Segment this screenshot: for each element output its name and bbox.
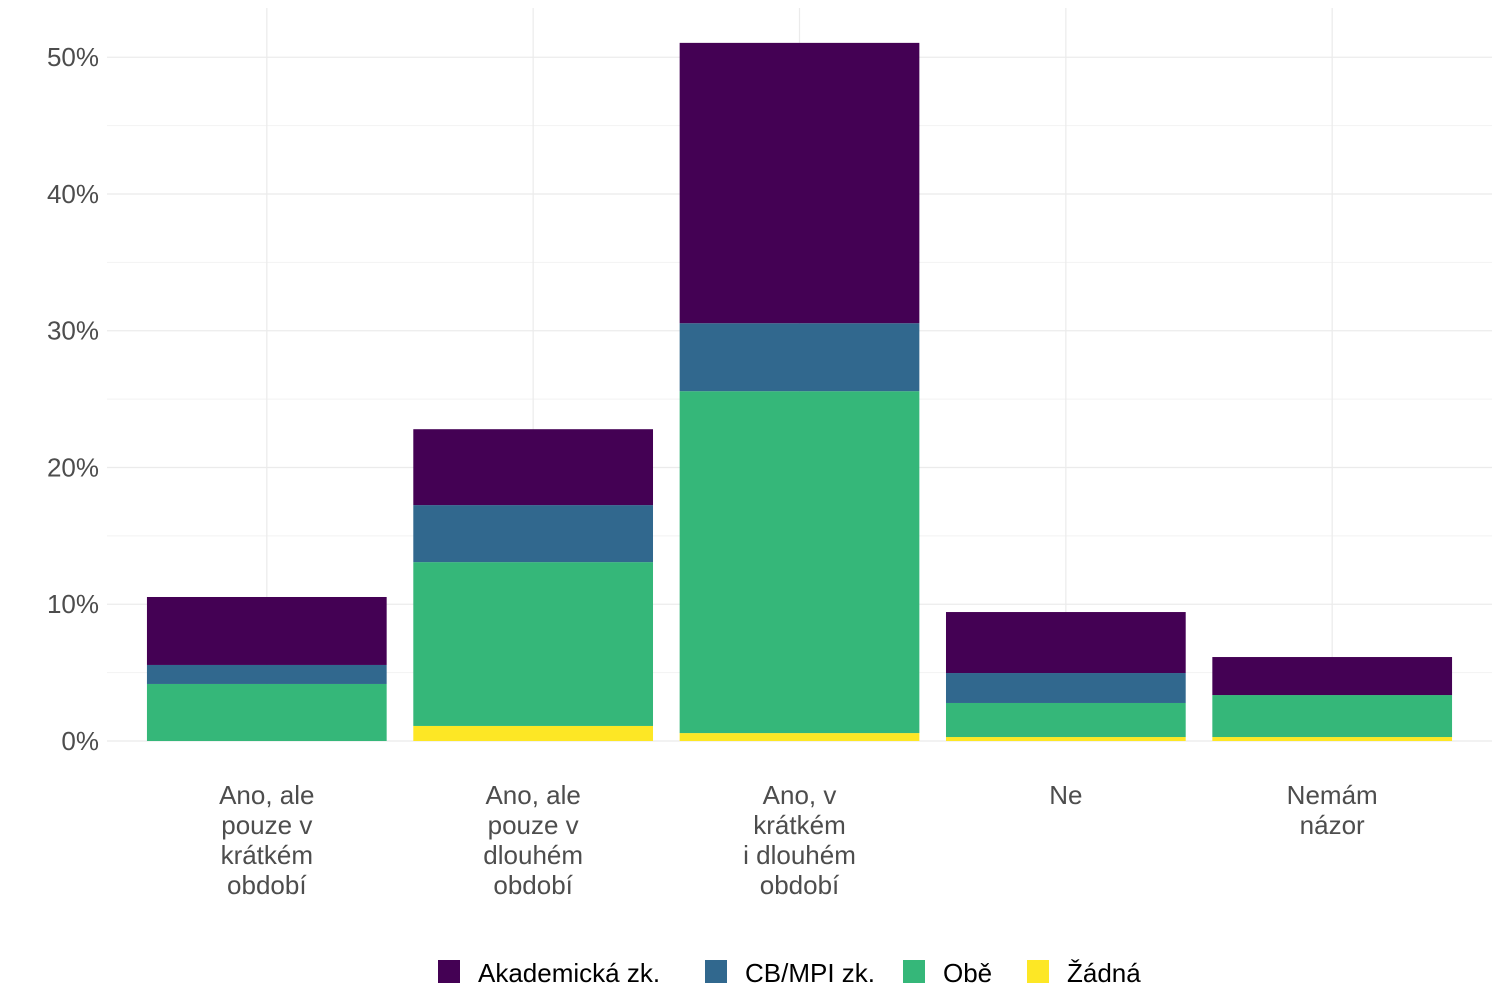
- x-tick-label: období: [227, 870, 307, 900]
- legend-swatch: [903, 960, 925, 983]
- bar-segment: [1212, 737, 1453, 741]
- x-tick-label: Ano, v: [763, 780, 837, 810]
- bar-segment: [146, 683, 387, 741]
- bar-segment: [413, 725, 654, 741]
- bar-segment: [146, 596, 387, 665]
- bar-segment: [679, 733, 920, 741]
- legend: Akademická zk. CB/MPI zk. Obě Žádná: [438, 958, 1141, 988]
- x-tick-label: Ne: [1049, 780, 1082, 810]
- y-tick-label: 50%: [47, 42, 99, 72]
- y-tick-label: 20%: [47, 452, 99, 482]
- y-axis-ticks: 0% 10% 20% 30% 40% 50%: [47, 42, 99, 756]
- legend-swatch: [1027, 960, 1049, 983]
- x-tick-label: pouze v: [488, 810, 579, 840]
- bar-segment: [679, 391, 920, 734]
- y-tick-label: 10%: [47, 589, 99, 619]
- bar-segment: [945, 673, 1186, 703]
- bar-segment: [413, 562, 654, 726]
- legend-swatch: [438, 960, 460, 983]
- x-tick-label: Ano, ale: [219, 780, 314, 810]
- x-tick-label: období: [760, 870, 840, 900]
- legend-label: CB/MPI zk.: [745, 958, 875, 988]
- x-tick-label: i dlouhém: [743, 840, 856, 870]
- legend-label: Akademická zk.: [478, 958, 660, 988]
- x-tick-label: krátkém: [221, 840, 313, 870]
- bar-segment: [945, 612, 1186, 674]
- x-tick-label: pouze v: [221, 810, 312, 840]
- x-tick-label: dlouhém: [483, 840, 583, 870]
- y-tick-label: 0%: [61, 726, 99, 756]
- bar-segment: [679, 42, 920, 324]
- bar-segment: [413, 429, 654, 506]
- bars: [146, 42, 1453, 741]
- legend-label: Obě: [943, 958, 992, 988]
- x-tick-label: krátkém: [753, 810, 845, 840]
- bar-segment: [413, 505, 654, 563]
- x-tick-label: období: [493, 870, 573, 900]
- x-tick-label: názor: [1300, 810, 1365, 840]
- bar-segment: [1212, 695, 1453, 738]
- x-tick-label: Nemám: [1287, 780, 1378, 810]
- x-tick-label: Ano, ale: [485, 780, 580, 810]
- bar-segment: [945, 737, 1186, 741]
- legend-label: Žádná: [1067, 958, 1141, 988]
- bar-segment: [945, 702, 1186, 738]
- y-tick-label: 30%: [47, 316, 99, 346]
- bar-segment: [146, 664, 387, 684]
- bar-segment: [679, 323, 920, 392]
- y-tick-label: 40%: [47, 179, 99, 209]
- legend-swatch: [705, 960, 727, 983]
- bar-segment: [1212, 657, 1453, 696]
